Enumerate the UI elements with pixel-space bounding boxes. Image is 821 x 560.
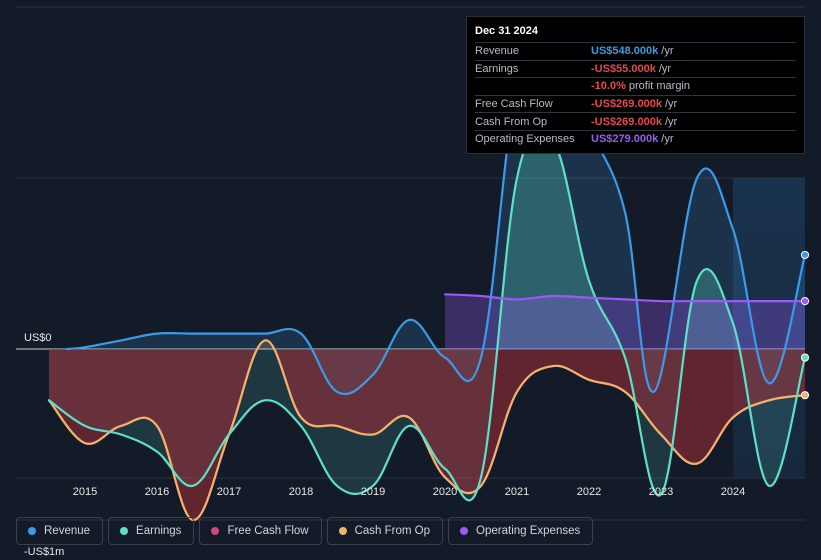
tooltip-row: Earnings -US$55.000k/yr xyxy=(475,59,796,78)
tooltip-date: Dec 31 2024 xyxy=(475,25,538,37)
area-revenue-positive xyxy=(67,36,805,349)
tooltip-row-unit: /yr xyxy=(658,62,672,75)
legend-label: Cash From Op xyxy=(354,525,431,537)
x-tick-label: 2021 xyxy=(505,486,529,498)
tooltip-row-label: Earnings xyxy=(475,62,519,75)
tooltip-row: Cash From Op -US$269.000k/yr xyxy=(475,112,796,130)
legend-item-free-cash-flow[interactable]: Free Cash Flow xyxy=(199,517,322,545)
legend-item-earnings[interactable]: Earnings xyxy=(108,517,195,545)
x-tick-label: 2024 xyxy=(721,486,745,498)
x-tick-label: 2023 xyxy=(649,486,673,498)
area-earnings-positive xyxy=(49,128,805,349)
series-end-point-earnings xyxy=(800,353,810,362)
x-tick-label: 2015 xyxy=(73,486,97,498)
y-axis-labels: US$2m US$0 -US$1m xyxy=(24,0,64,558)
area-cash-from-op-negative xyxy=(49,349,805,521)
series-line-cash-from-op xyxy=(47,339,807,522)
x-tick-label: 2017 xyxy=(217,486,241,498)
legend-dot-icon xyxy=(28,527,36,535)
tooltip-row-label: Revenue xyxy=(475,45,520,58)
legend-label: Operating Expenses xyxy=(476,525,581,537)
tooltip-row-value: -US$55.000k xyxy=(591,62,656,75)
tooltip-row: Free Cash Flow -US$269.000k/yr xyxy=(475,94,796,113)
tooltip-row-value: -10.0% xyxy=(591,80,626,93)
tooltip-row-value: -US$269.000k xyxy=(591,115,662,128)
tooltip-row-value: US$548.000k xyxy=(591,45,659,58)
tooltip-row: -10.0% profit margin xyxy=(475,77,796,95)
tooltip-row-label: Cash From Op xyxy=(475,115,548,128)
tooltip-row-value: US$279.000k xyxy=(591,133,659,146)
tooltip-row: Revenue US$548.000k/yr xyxy=(475,42,796,60)
legend-label: Revenue xyxy=(44,525,91,537)
legend-label: Earnings xyxy=(136,525,182,537)
tooltip-row-value: -US$269.000k xyxy=(591,98,662,111)
legend-item-cash-from-op[interactable]: Cash From Op xyxy=(326,517,444,545)
tooltip-row: Operating Expenses US$279.000k/yr xyxy=(475,129,796,148)
legend: Revenue Earnings Free Cash Flow Cash From O… xyxy=(16,517,594,545)
series-end-point-cash-from-op xyxy=(800,391,810,400)
tooltip-row-label: Free Cash Flow xyxy=(475,98,553,111)
y-tick-label: US$2m xyxy=(24,0,61,2)
y-tick-label: US$0 xyxy=(24,332,52,344)
area-fills xyxy=(49,36,805,521)
series-lines xyxy=(47,35,807,522)
tooltip-row-unit: /yr xyxy=(664,115,678,128)
x-tick-label: 2019 xyxy=(361,486,385,498)
legend-item-operating-expenses[interactable]: Operating Expenses xyxy=(448,517,594,545)
x-axis-labels: 2015 2016 2017 2018 2019 2020 2021 2022 2023 2024 xyxy=(73,486,745,498)
x-tick-label: 2022 xyxy=(577,486,601,498)
area-operating-expenses-positive xyxy=(445,294,805,349)
tooltip-row-unit: /yr xyxy=(664,98,678,111)
legend-dot-icon xyxy=(120,527,129,535)
legend-item-revenue[interactable]: Revenue xyxy=(16,517,104,545)
y-tick-label: -US$1m xyxy=(24,546,64,558)
legend-dot-icon xyxy=(211,527,220,535)
forecast-region xyxy=(733,178,805,478)
series-end-point-operating-expenses xyxy=(800,297,810,306)
legend-dot-icon xyxy=(338,527,347,535)
tooltip-row-unit: /yr xyxy=(661,45,674,58)
legend-label: Free Cash Flow xyxy=(227,525,309,537)
data-tooltip: Dec 31 2024 Revenue US$548.000k/yr Earning… xyxy=(466,16,805,154)
x-tick-label: 2016 xyxy=(145,486,169,498)
tooltip-row-label: Operating Expenses xyxy=(475,133,575,146)
series-line-revenue xyxy=(65,35,807,396)
tooltip-row-unit: profit margin xyxy=(628,80,690,93)
tooltip-row-unit: /yr xyxy=(661,133,674,146)
legend-dot-icon xyxy=(460,527,469,535)
series-end-point-revenue xyxy=(800,250,810,260)
series-line-operating-expenses xyxy=(443,293,807,303)
series-line-earnings xyxy=(47,127,807,502)
series-end-markers xyxy=(800,250,810,400)
x-tick-label: 2018 xyxy=(289,486,313,498)
x-tick-label: 2020 xyxy=(433,486,457,498)
